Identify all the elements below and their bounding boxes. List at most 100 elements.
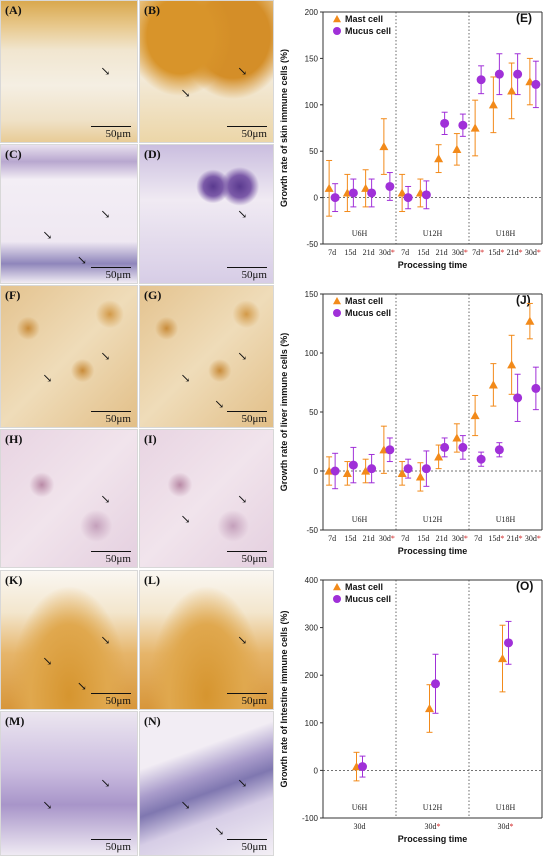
micrograph-panel: (G) 50μm ↘ ↘ ↘: [139, 285, 274, 428]
scale-bar: [91, 410, 131, 412]
panel-label: (C): [5, 147, 22, 161]
arrow-icon: ↘: [100, 64, 111, 79]
y-tick-label: 100: [305, 719, 319, 728]
data-point-mast-cell: [434, 154, 444, 163]
data-point-mast-cell: [507, 86, 517, 95]
y-tick-label: 200: [305, 8, 319, 17]
x-tick-label: 15d*: [488, 248, 504, 257]
group-label: U6H: [352, 803, 368, 812]
data-point-mucus-cell: [385, 181, 395, 191]
y-tick-label: 0: [314, 467, 319, 476]
scale-bar: [227, 125, 267, 127]
legend-entry: Mast cell: [345, 582, 383, 592]
group-label: U18H: [496, 803, 516, 812]
scale-label: 50μm: [241, 269, 267, 281]
data-point-mucus-cell: [440, 442, 450, 452]
arrow-icon: ↘: [100, 776, 111, 791]
arrow-icon: ↘: [180, 512, 191, 527]
x-tick-label: 7d*: [472, 248, 484, 257]
x-tick-label: 30d*: [425, 822, 441, 831]
scale-bar: [227, 838, 267, 840]
x-axis-label: Processing time: [398, 546, 468, 556]
x-tick-label: 7d: [328, 248, 336, 257]
legend-mast-cell-icon: [333, 583, 341, 591]
micrograph-panel: (L) 50μm ↘: [139, 570, 274, 710]
y-tick-label: -100: [302, 814, 319, 823]
data-point-mucus-cell: [494, 69, 504, 79]
panel-label: (N): [144, 714, 161, 728]
panel-label: (B): [144, 3, 160, 17]
data-point-mucus-cell: [348, 460, 358, 470]
arrow-icon: ↘: [42, 228, 53, 242]
micrograph-panel: (K) 50μm ↘ ↘ ↘: [0, 570, 138, 710]
micrograph-panel: (B) 50μm ↘ ↘: [139, 0, 274, 143]
data-point-mast-cell: [434, 452, 444, 461]
arrow-icon: ↘: [180, 85, 191, 100]
y-tick-label: 0: [314, 194, 319, 203]
data-point-mucus-cell: [385, 445, 395, 455]
scale-label: 50μm: [105, 128, 131, 140]
scale-label: 50μm: [105, 553, 131, 565]
chart-svg: -50 0 50 100 150 200 U6H U12H U18H 7d 15d 21d 30d* 7d…: [279, 8, 543, 270]
scale-bar: [91, 125, 131, 127]
data-point-mast-cell: [488, 380, 498, 389]
data-point-mast-cell: [525, 316, 535, 325]
scale-bar: [91, 266, 131, 268]
y-axis-label: Growth rate of skin immune cells (%): [279, 49, 289, 207]
data-point-mucus-cell: [458, 120, 468, 130]
y-tick-label: 150: [305, 54, 319, 63]
x-tick-label: 21d: [436, 248, 448, 257]
x-axis-label: Processing time: [398, 260, 468, 270]
arrow-icon: ↘: [100, 633, 111, 647]
micrograph-panel: (A) 50μm ↘: [0, 0, 138, 143]
x-tick-label: 21d: [363, 248, 375, 257]
scale-label: 50μm: [241, 413, 267, 425]
arrow-icon: ↘: [214, 824, 225, 839]
arrow-icon: ↘: [76, 679, 87, 694]
scale-label: 50μm: [105, 695, 131, 707]
data-point-mucus-cell: [494, 445, 504, 455]
scale-bar: [91, 692, 131, 694]
data-point-mast-cell: [452, 144, 462, 153]
x-tick-label: 30d*: [452, 248, 468, 257]
data-point-mast-cell: [361, 466, 371, 475]
data-point-mucus-cell: [403, 464, 413, 474]
data-point-mast-cell: [324, 183, 334, 192]
x-tick-label: 15d: [417, 248, 429, 257]
micrograph-panel: (F) 50μm ↘ ↘: [0, 285, 138, 428]
scale-bar: [91, 550, 131, 552]
arrow-icon: ↘: [237, 349, 248, 364]
scale-bar: [227, 266, 267, 268]
arrow-icon: ↘: [237, 207, 248, 221]
legend-mast-cell-icon: [333, 15, 341, 23]
arrow-icon: ↘: [237, 64, 248, 79]
x-tick-label: 30d*: [379, 534, 395, 543]
panel-label: (O): [516, 579, 533, 593]
data-point-mast-cell: [425, 704, 434, 713]
data-point-mast-cell: [498, 654, 507, 663]
x-tick-label: 15d: [417, 534, 429, 543]
x-tick-label: 15d: [344, 534, 356, 543]
y-tick-label: -50: [306, 240, 318, 249]
data-point-mucus-cell: [421, 464, 431, 474]
legend-mucus-cell-icon: [333, 27, 341, 35]
y-tick-label: 100: [305, 349, 319, 358]
group-label: U12H: [423, 515, 443, 524]
data-point-mast-cell: [452, 433, 462, 442]
panel-label: (E): [516, 11, 532, 25]
x-tick-label: 30d: [354, 822, 366, 831]
x-tick-label: 30d*: [498, 822, 514, 831]
data-point-mucus-cell: [513, 393, 523, 403]
chart-intestine-immune-cells: -100 0 100 200 300 400 U6H U12H U18H 30d 30d* 30d* P…: [275, 568, 550, 856]
data-point-mucus-cell: [348, 188, 358, 198]
data-point-mast-cell: [488, 100, 498, 109]
data-point-mucus-cell: [476, 454, 486, 464]
y-tick-label: 50: [309, 408, 318, 417]
y-tick-label: 300: [305, 624, 319, 633]
data-point-mucus-cell: [330, 466, 340, 476]
x-tick-label: 21d*: [507, 534, 523, 543]
data-point-mast-cell: [470, 123, 480, 132]
group-label: U12H: [423, 229, 443, 238]
data-point-mucus-cell: [458, 442, 468, 452]
data-point-mucus-cell: [367, 464, 377, 474]
